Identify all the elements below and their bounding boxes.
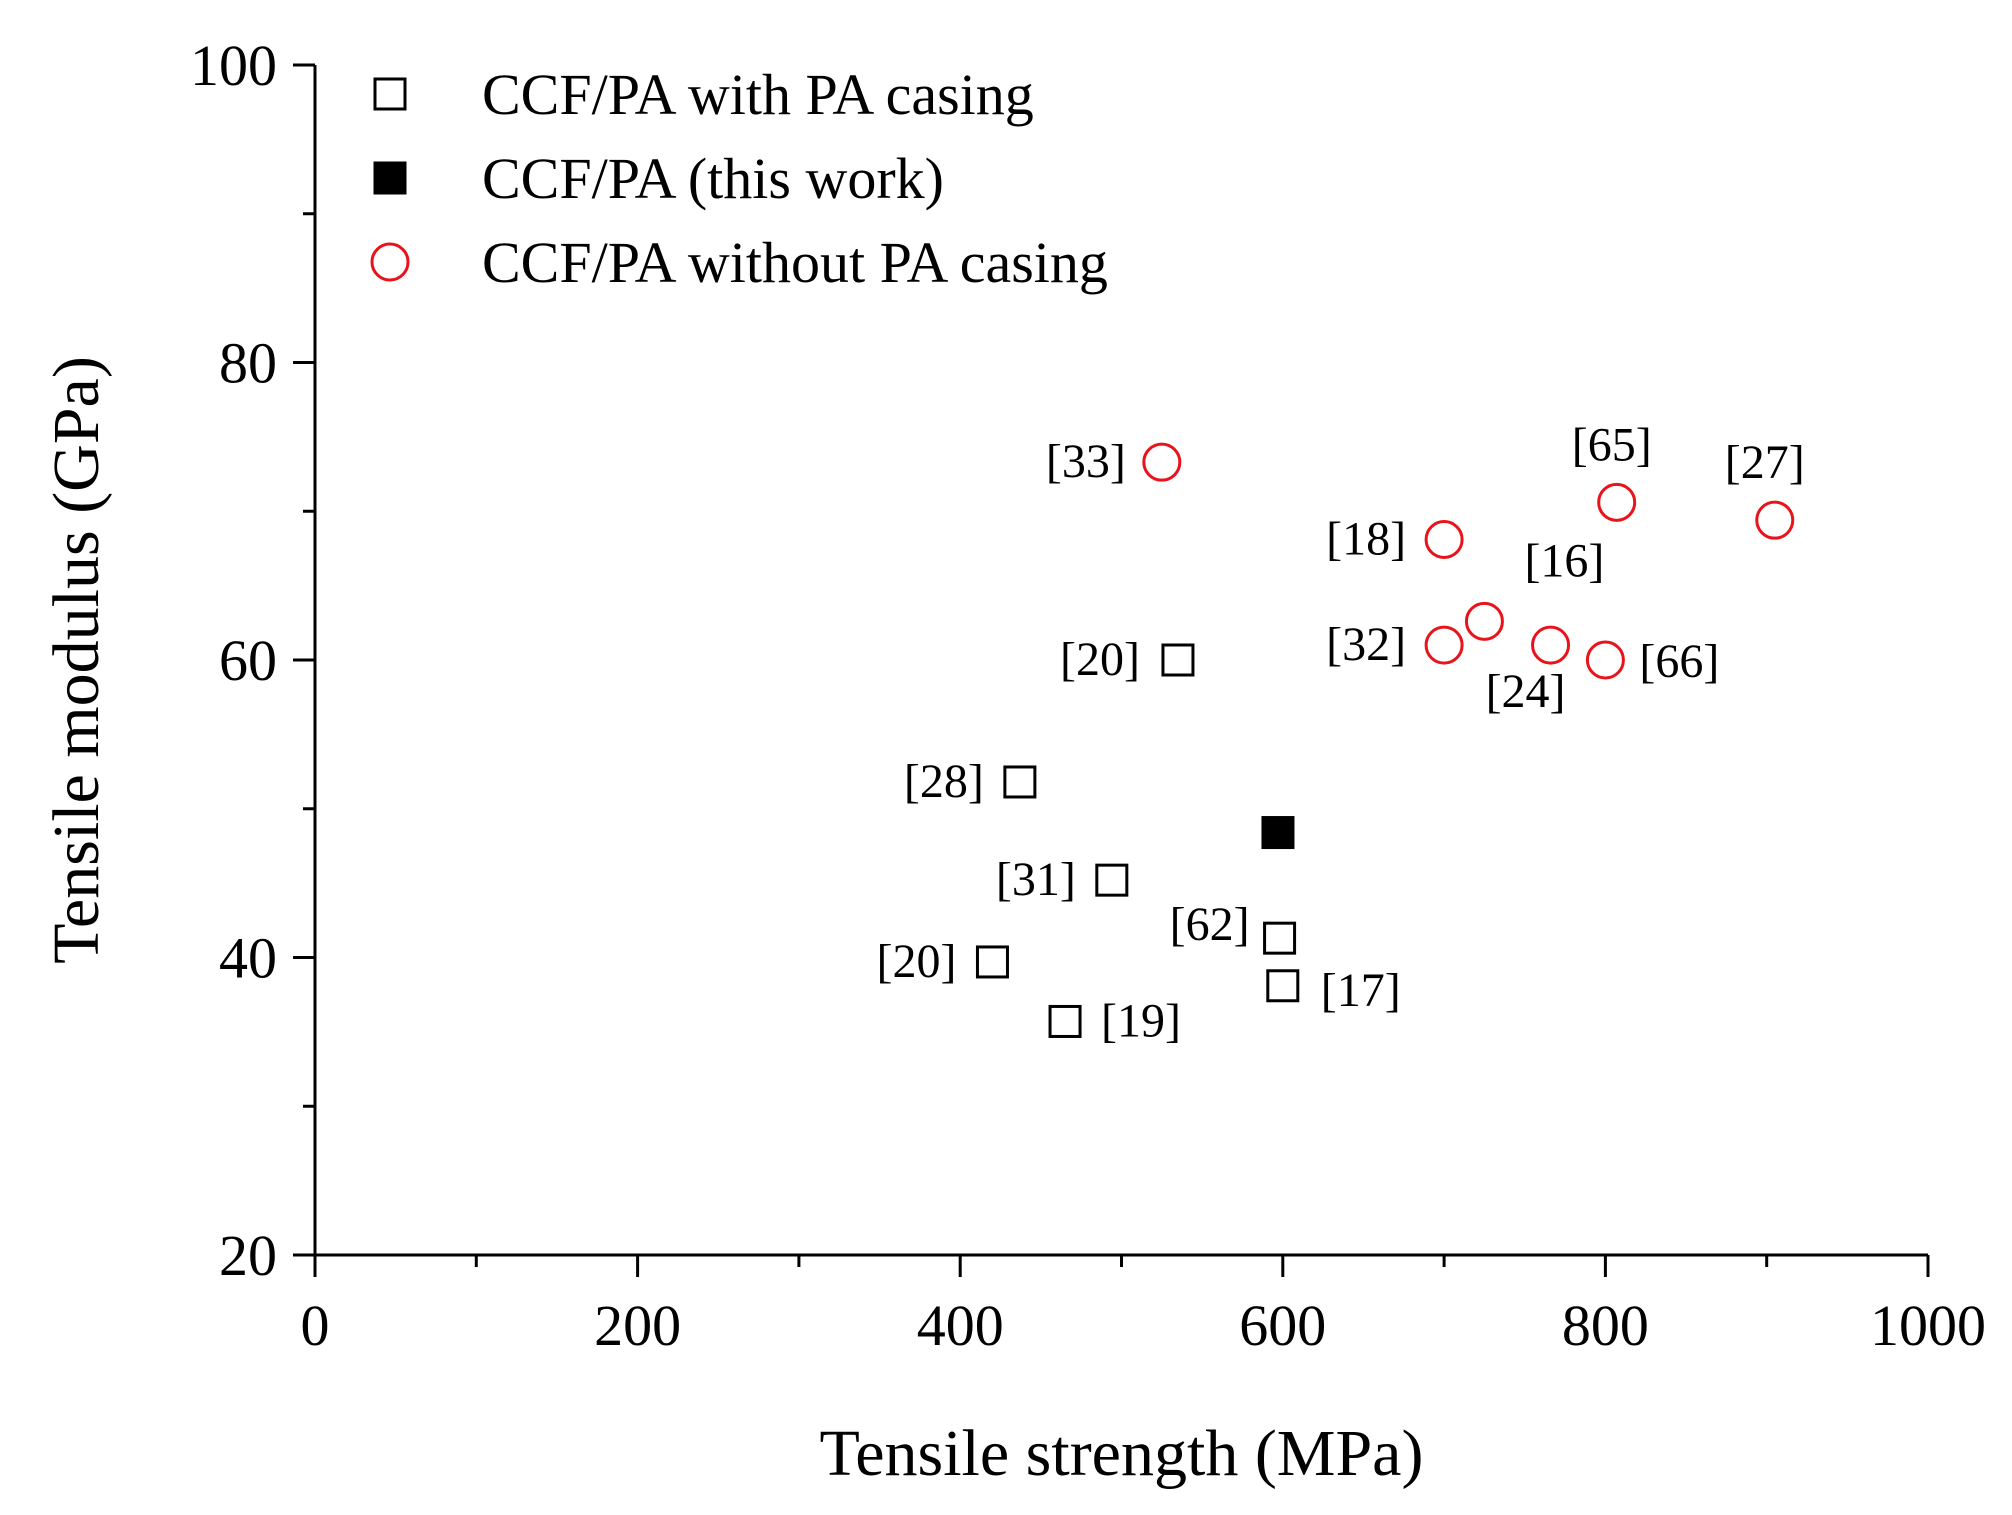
- point-label: [24]: [1486, 665, 1566, 718]
- y-tick-label: 60: [219, 628, 277, 693]
- data-point-s0-2: [1095, 863, 1129, 897]
- point-label: [20]: [1060, 633, 1140, 686]
- x-tick-label: 200: [594, 1293, 681, 1358]
- data-point-s2-1: [1597, 482, 1637, 522]
- data-point-s2-0: [1142, 442, 1182, 482]
- data-marks: [975, 442, 1795, 1038]
- legend: CCF/PA with PA casing CCF/PA (this work) C…: [370, 62, 1108, 295]
- data-point-s0-6: [1266, 969, 1300, 1003]
- point-label: [33]: [1046, 435, 1126, 488]
- x-axis-title: Tensile strength (MPa): [820, 1417, 1424, 1490]
- legend-marker-0: [373, 77, 407, 111]
- point-label: [62]: [1170, 898, 1250, 951]
- x-tick-label: 800: [1562, 1293, 1649, 1358]
- point-label: [19]: [1101, 994, 1181, 1047]
- data-point-s0-3: [975, 945, 1009, 979]
- x-tick-label: 400: [917, 1293, 1004, 1358]
- point-label: [27]: [1725, 436, 1805, 489]
- ticks: 0 200 400 600 800 1000 20 40 60 80 100: [190, 33, 1986, 1358]
- data-point-s2-6: [1531, 625, 1571, 665]
- point-label: [65]: [1572, 418, 1652, 471]
- point-label: [20]: [876, 935, 956, 988]
- x-tick-label: 1000: [1870, 1293, 1986, 1358]
- data-point-s2-7: [1585, 640, 1625, 680]
- legend-label-1: CCF/PA (this work): [482, 146, 944, 211]
- legend-label-2: CCF/PA without PA casing: [482, 230, 1108, 295]
- y-tick-label: 100: [190, 33, 277, 98]
- data-point-s2-5: [1424, 625, 1464, 665]
- y-tick-label: 80: [219, 331, 277, 396]
- data-point-s0-5: [1263, 921, 1297, 955]
- point-label: [18]: [1326, 513, 1406, 566]
- point-label: [28]: [904, 755, 984, 808]
- y-axis-title: Tensile modulus (GPa): [40, 356, 113, 964]
- point-label: [16]: [1524, 534, 1604, 587]
- y-tick-label: 40: [219, 926, 277, 991]
- data-point-s1-0: [1261, 816, 1295, 850]
- point-label: [17]: [1321, 964, 1401, 1017]
- data-point-s2-2: [1755, 500, 1795, 540]
- data-point-s0-1: [1003, 765, 1037, 799]
- data-point-s2-3: [1424, 520, 1464, 560]
- x-tick-label: 0: [301, 1293, 330, 1358]
- point-label: [66]: [1639, 635, 1719, 688]
- x-tick-label: 600: [1239, 1293, 1326, 1358]
- legend-marker-2: [370, 242, 410, 282]
- data-point-s0-0: [1161, 643, 1195, 677]
- point-label: [32]: [1326, 618, 1406, 671]
- data-point-s2-4: [1464, 601, 1504, 641]
- legend-label-0: CCF/PA with PA casing: [482, 62, 1034, 127]
- data-point-s0-4: [1048, 1004, 1082, 1038]
- point-annotations: [20] [28][31] [20] [19] [62] [17] [33] [65] [27]…: [876, 418, 1804, 1047]
- legend-marker-1: [373, 161, 407, 195]
- y-tick-label: 20: [219, 1223, 277, 1288]
- point-label: [31]: [996, 853, 1076, 906]
